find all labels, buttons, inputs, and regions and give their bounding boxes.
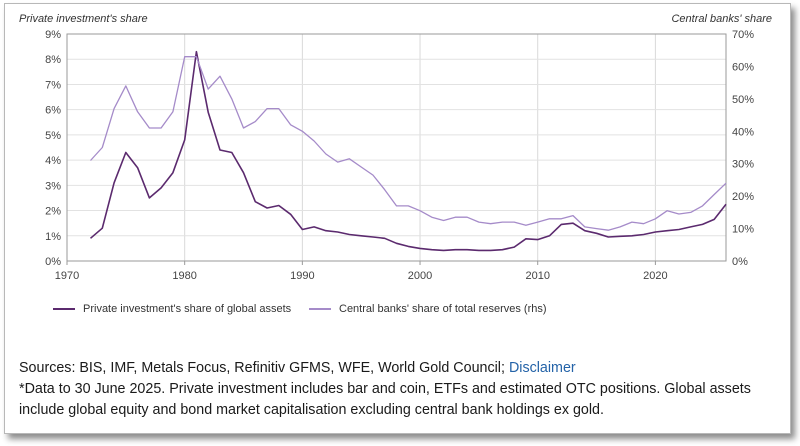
y-right-tick-label: 40% <box>732 126 754 138</box>
legend-label-central: Central banks' share of total reserves (… <box>339 303 547 315</box>
sources-line: Sources: BIS, IMF, Metals Focus, Refinit… <box>19 358 789 379</box>
y-left-tick-label: 4% <box>45 155 61 167</box>
series-line-central-banks <box>90 56 727 231</box>
y-left-tick-label: 9% <box>45 29 61 41</box>
y-left-tick-label: 0% <box>45 256 61 268</box>
legend-swatch-private <box>53 308 75 310</box>
disclaimer-link[interactable]: Disclaimer <box>508 360 576 376</box>
x-tick-label: 2000 <box>408 270 432 282</box>
source-footnote: Sources: BIS, IMF, Metals Focus, Refinit… <box>19 358 789 421</box>
y-right-tick-label: 0% <box>732 256 748 268</box>
x-tick-label: 2020 <box>643 270 667 282</box>
y-left-tick-label: 5% <box>45 130 61 142</box>
left-axis-title: Private investment's share <box>19 13 148 25</box>
legend-item-private: Private investment's share of global ass… <box>53 303 291 315</box>
y-right-tick-label: 70% <box>732 29 754 41</box>
legend-item-central: Central banks' share of total reserves (… <box>309 303 547 315</box>
line-chart: 9% 8% 7% 6% 5% 4% 3% 2% 1% 0% 70% 60% 50% 40% 30% 20% 10… <box>45 29 754 282</box>
x-tick-label: 1970 <box>55 270 79 282</box>
x-tick-label: 1980 <box>172 270 196 282</box>
plot-area-border <box>66 33 727 262</box>
y-left-tick-label: 3% <box>45 180 61 192</box>
y-right-tick-label: 50% <box>732 94 754 106</box>
y-left-tick-label: 6% <box>45 105 61 117</box>
figure-card: 9% 8% 7% 6% 5% 4% 3% 2% 1% 0% 70% 60% 50% 40% 30% 20% 10… <box>4 3 791 434</box>
note-line-2: include global equity and bond market ca… <box>19 402 604 418</box>
series-line-private-investment <box>89 50 727 252</box>
y-left-tick-label: 7% <box>45 79 61 91</box>
legend-swatch-central <box>309 308 331 310</box>
sources-text: Sources: BIS, IMF, Metals Focus, Refinit… <box>19 360 509 376</box>
y-left-tick-label: 1% <box>45 231 61 243</box>
y-right-tick-label: 10% <box>732 224 754 236</box>
right-axis-title: Central banks' share <box>671 13 772 25</box>
y-right-tick-label: 30% <box>732 159 754 171</box>
x-tick-label: 2010 <box>525 270 549 282</box>
note-line-1: *Data to 30 June 2025. Private investmen… <box>19 381 751 397</box>
y-right-tick-label: 20% <box>732 191 754 203</box>
y-left-tick-label: 2% <box>45 206 61 218</box>
y-right-tick-label: 60% <box>732 61 754 73</box>
y-left-tick-label: 8% <box>45 54 61 66</box>
legend-label-private: Private investment's share of global ass… <box>83 303 292 315</box>
x-tick-label: 1990 <box>290 270 314 282</box>
